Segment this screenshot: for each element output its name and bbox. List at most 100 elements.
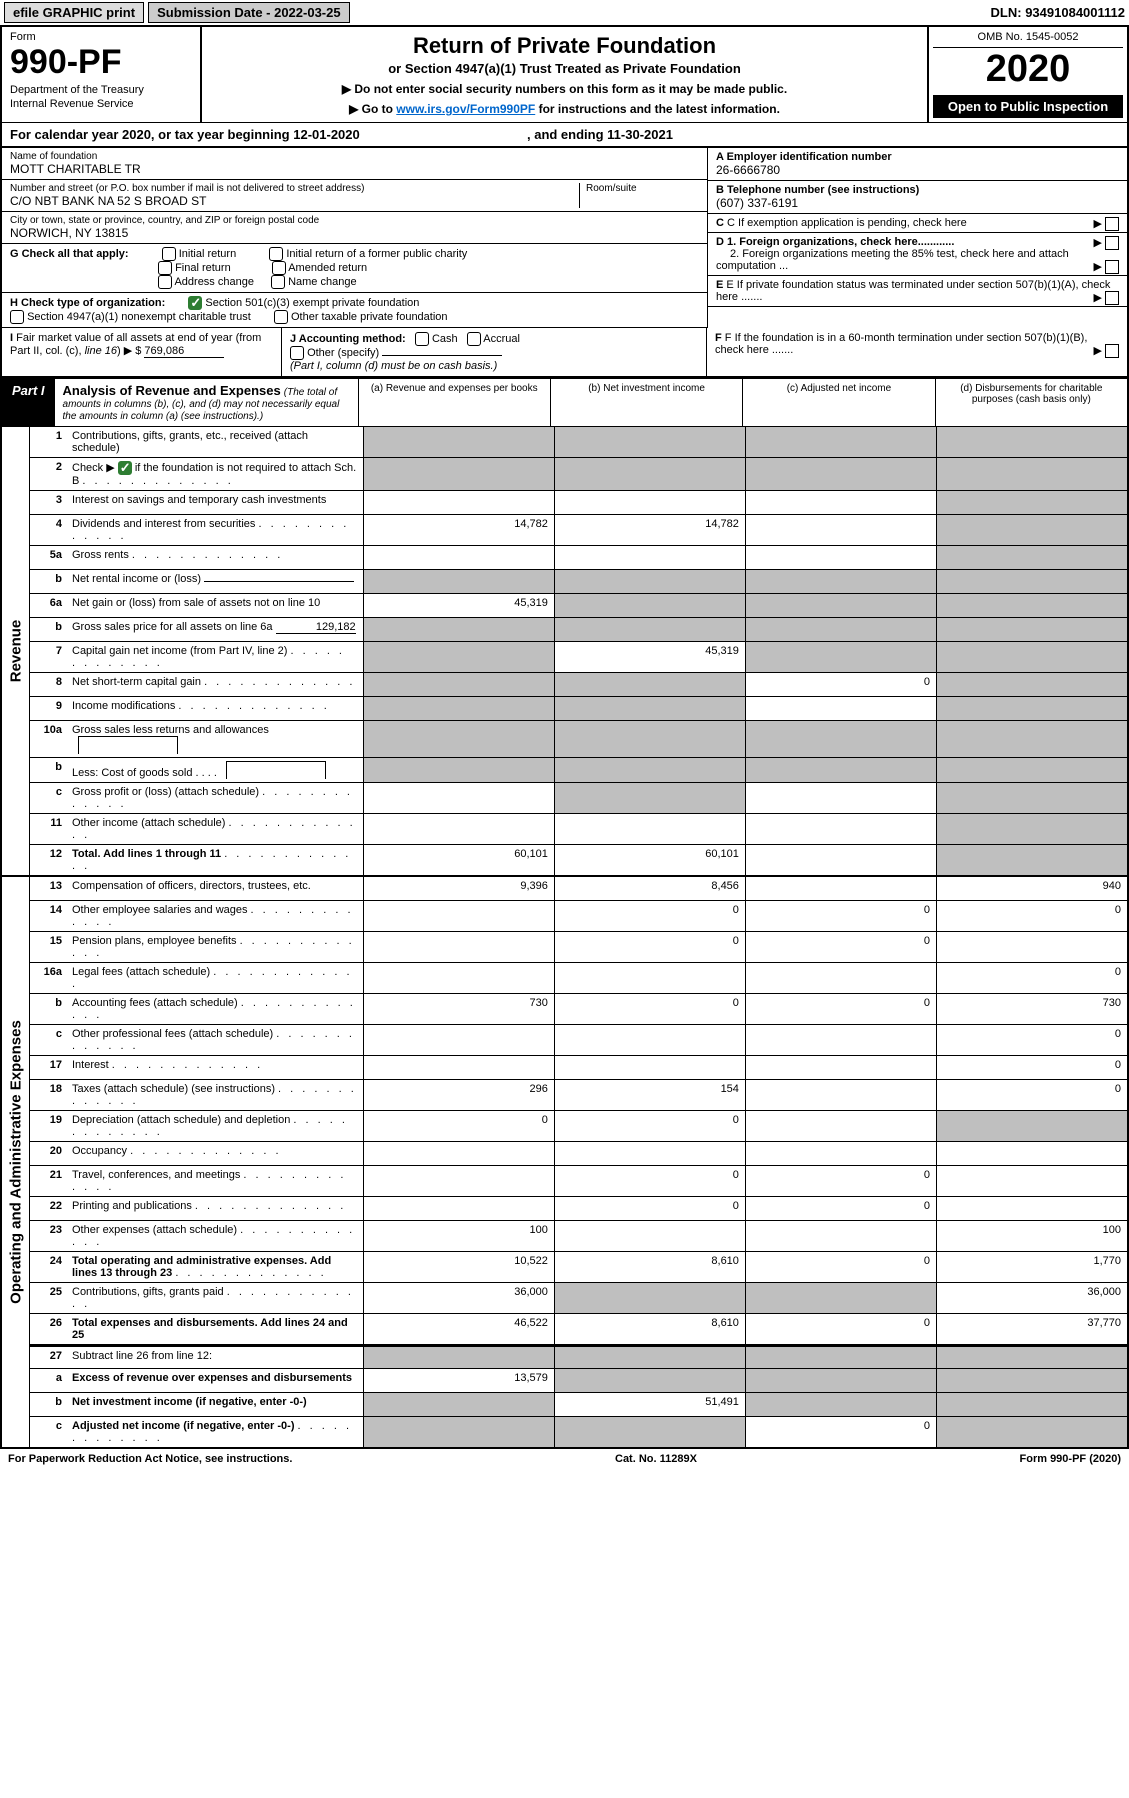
- checkbox-501c3[interactable]: [188, 296, 202, 310]
- form-label: Form: [10, 31, 192, 43]
- e-label: E If private foundation status was termi…: [716, 279, 1110, 303]
- checkbox-initial-former[interactable]: [269, 247, 283, 261]
- row-ijf: I Fair market value of all assets at end…: [0, 328, 1129, 378]
- cal-mid: , and ending: [527, 127, 607, 142]
- checkbox-final-return[interactable]: [158, 261, 172, 275]
- line-11: Other income (attach schedule): [66, 814, 363, 844]
- checkbox-name-change[interactable]: [271, 275, 285, 289]
- line-6a: Net gain or (loss) from sale of assets n…: [66, 594, 363, 617]
- col-c-head: (c) Adjusted net income: [742, 379, 934, 426]
- line-24: Total operating and administrative expen…: [66, 1252, 363, 1282]
- d1-label: D 1. Foreign organizations, check here..…: [716, 236, 954, 248]
- instr-pre: ▶ Go to: [349, 102, 396, 116]
- g-opt-3: Amended return: [288, 262, 367, 274]
- submission-date: Submission Date - 2022-03-25: [148, 2, 350, 23]
- form-header: Form 990-PF Department of the Treasury I…: [0, 25, 1129, 122]
- line-25: Contributions, gifts, grants paid: [66, 1283, 363, 1313]
- line-5a: Gross rents: [66, 546, 363, 569]
- line-16b: Accounting fees (attach schedule): [66, 994, 363, 1024]
- g-opt-5: Name change: [288, 276, 357, 288]
- checkbox-other-taxable[interactable]: [274, 310, 288, 324]
- cal-begin: 12-01-2020: [293, 127, 360, 142]
- cal-pre: For calendar year 2020, or tax year begi…: [10, 127, 293, 142]
- foundation-name: MOTT CHARITABLE TR: [10, 162, 699, 176]
- section-f: F F If the foundation is in a 60-month t…: [707, 328, 1127, 376]
- g-opt-1: Initial return of a former public charit…: [286, 248, 467, 260]
- line-16c: Other professional fees (attach schedule…: [66, 1025, 363, 1055]
- part1-header: Part I Analysis of Revenue and Expenses …: [0, 378, 1129, 427]
- city-label: City or town, state or province, country…: [10, 215, 699, 226]
- line-2: Check ▶ if the foundation is not require…: [66, 458, 363, 490]
- section-e: E E If private foundation status was ter…: [708, 276, 1127, 307]
- g-opt-4: Address change: [174, 276, 254, 288]
- fmv-value: 769,086: [144, 345, 224, 358]
- ein: 26-6666780: [716, 163, 1119, 177]
- section-j: J Accounting method: Cash Accrual Other …: [282, 328, 707, 376]
- line-8: Net short-term capital gain: [66, 673, 363, 696]
- line-12: Total. Add lines 1 through 11: [66, 845, 363, 875]
- checkbox-accrual[interactable]: [467, 332, 481, 346]
- checkbox-cash[interactable]: [415, 332, 429, 346]
- line-15: Pension plans, employee benefits: [66, 932, 363, 962]
- calendar-year-row: For calendar year 2020, or tax year begi…: [0, 122, 1129, 148]
- line-21: Travel, conferences, and meetings: [66, 1166, 363, 1196]
- address: C/O NBT BANK NA 52 S BROAD ST: [10, 194, 579, 208]
- checkbox-f[interactable]: [1105, 344, 1119, 358]
- col-a-head: (a) Revenue and expenses per books: [358, 379, 550, 426]
- line-27: Subtract line 26 from line 12:: [66, 1347, 363, 1368]
- h-opt-3: Other taxable private foundation: [291, 311, 448, 323]
- checkbox-amended-return[interactable]: [272, 261, 286, 275]
- checkbox-d1[interactable]: [1105, 236, 1119, 250]
- b-label: B Telephone number (see instructions): [716, 184, 919, 196]
- line-3: Interest on savings and temporary cash i…: [66, 491, 363, 514]
- address-cell: Number and street (or P.O. box number if…: [2, 180, 707, 212]
- col-d-head: (d) Disbursements for charitable purpose…: [935, 379, 1127, 426]
- checkbox-e[interactable]: [1105, 291, 1119, 305]
- line-6b: Gross sales price for all assets on line…: [66, 618, 363, 641]
- city-state-zip: NORWICH, NY 13815: [10, 226, 699, 240]
- entity-info: Name of foundation MOTT CHARITABLE TR Nu…: [0, 148, 1129, 328]
- instr-ssn: ▶ Do not enter social security numbers o…: [208, 82, 921, 96]
- part1-desc: Analysis of Revenue and Expenses (The to…: [55, 379, 358, 426]
- checkbox-other-method[interactable]: [290, 346, 304, 360]
- checkbox-4947a1[interactable]: [10, 310, 24, 324]
- j-cash: Cash: [432, 333, 458, 345]
- line-5b: Net rental income or (loss): [66, 570, 363, 593]
- dept-irs: Internal Revenue Service: [10, 98, 192, 110]
- dln: DLN: 93491084001112: [991, 5, 1125, 20]
- line-1: Contributions, gifts, grants, etc., rece…: [66, 427, 363, 457]
- header-left: Form 990-PF Department of the Treasury I…: [2, 27, 202, 122]
- line-4: Dividends and interest from securities: [66, 515, 363, 545]
- footer-catno: Cat. No. 11289X: [615, 1453, 697, 1465]
- checkbox-c[interactable]: [1105, 217, 1119, 231]
- omb-number: OMB No. 1545-0052: [933, 31, 1123, 48]
- instr-post: for instructions and the latest informat…: [535, 102, 780, 116]
- j-other: Other (specify): [307, 347, 379, 359]
- cal-end: 11-30-2021: [607, 127, 673, 142]
- section-i: I Fair market value of all assets at end…: [2, 328, 282, 376]
- foundation-name-cell: Name of foundation MOTT CHARITABLE TR: [2, 148, 707, 180]
- line-9: Income modifications: [66, 697, 363, 720]
- line-13: Compensation of officers, directors, tru…: [66, 877, 363, 900]
- g-opt-0: Initial return: [179, 248, 236, 260]
- line-17: Interest: [66, 1056, 363, 1079]
- line-20: Occupancy: [66, 1142, 363, 1165]
- line-14: Other employee salaries and wages: [66, 901, 363, 931]
- checkbox-initial-return[interactable]: [162, 247, 176, 261]
- line-10c: Gross profit or (loss) (attach schedule): [66, 783, 363, 813]
- footer-right: Form 990-PF (2020): [1020, 1453, 1122, 1465]
- col-b-head: (b) Net investment income: [550, 379, 742, 426]
- efile-print-button[interactable]: efile GRAPHIC print: [4, 2, 144, 23]
- form990pf-link[interactable]: www.irs.gov/Form990PF: [396, 102, 535, 116]
- checkbox-d2[interactable]: [1105, 260, 1119, 274]
- form-subtitle: or Section 4947(a)(1) Trust Treated as P…: [208, 61, 921, 76]
- dept-treasury: Department of the Treasury: [10, 84, 192, 96]
- line-10a: Gross sales less returns and allowances: [66, 721, 363, 757]
- instr-link: ▶ Go to www.irs.gov/Form990PF for instru…: [208, 102, 921, 116]
- checkbox-address-change[interactable]: [158, 275, 172, 289]
- checkbox-schb[interactable]: [118, 461, 132, 475]
- room-label: Room/suite: [586, 183, 699, 194]
- line-19: Depreciation (attach schedule) and deple…: [66, 1111, 363, 1141]
- c-label: C If exemption application is pending, c…: [727, 217, 967, 229]
- city-cell: City or town, state or province, country…: [2, 212, 707, 244]
